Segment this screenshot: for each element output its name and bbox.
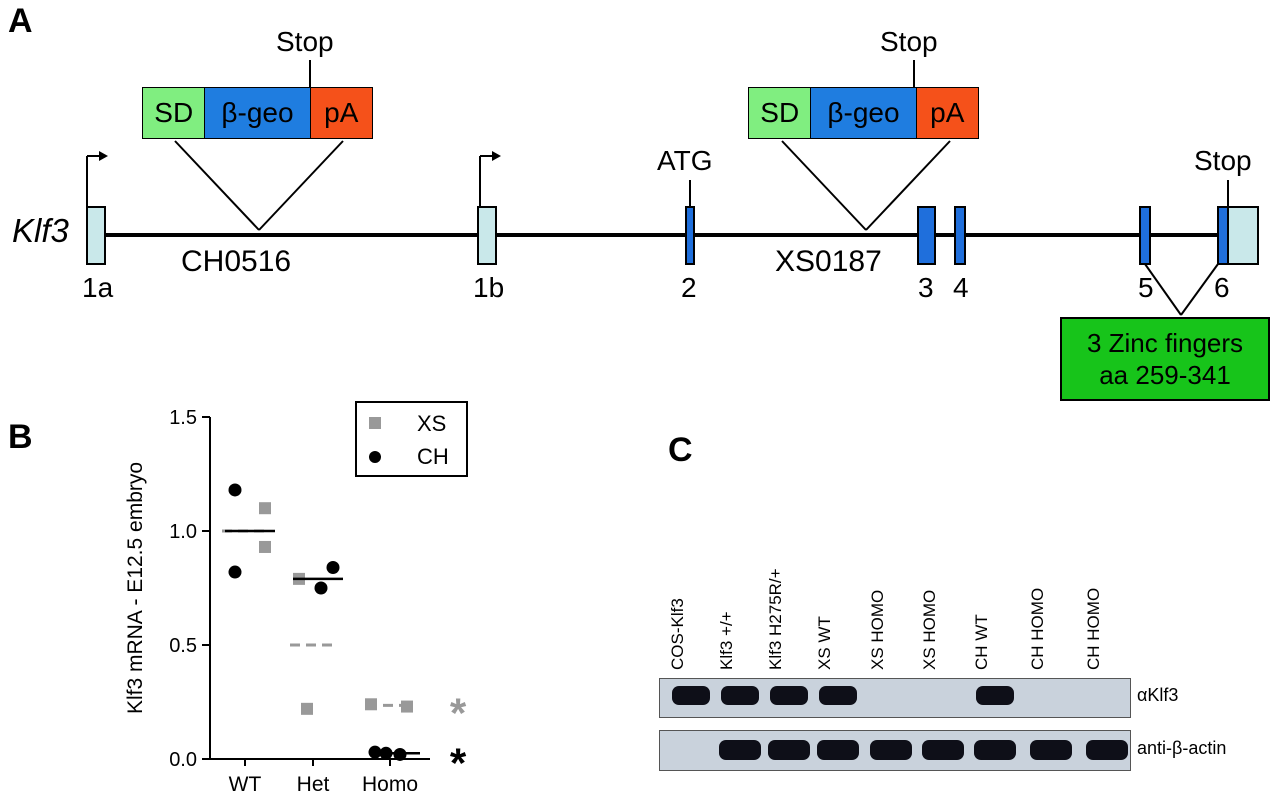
y-tick-label: 0.0 (169, 749, 197, 771)
panel-a-label: A (8, 2, 33, 40)
gene-trap-cassette-xs: SD β-geo pA (748, 87, 979, 139)
promoter-arrow-1a (86, 155, 100, 208)
exon-3 (917, 206, 936, 265)
klf3-band (819, 686, 857, 705)
y-tick-label: 1.5 (169, 407, 197, 429)
xs-data-point (259, 502, 271, 515)
gene-trap-cassette-ch: SD β-geo pA (142, 87, 373, 139)
actin-band (922, 740, 964, 760)
xs-data-point (365, 698, 377, 711)
legend-ch-label: CH (417, 444, 449, 469)
xs-significance-star: * (450, 689, 467, 736)
insertion-line (865, 140, 951, 231)
zinc-line (1144, 263, 1182, 316)
ch-data-point (228, 565, 242, 579)
sd-box: SD (749, 88, 812, 138)
exon-6-utr (1227, 206, 1259, 265)
y-axis-label: Klf3 mRNA - E12.5 embryo (124, 462, 147, 714)
beta-geo-box: β-geo (811, 88, 917, 138)
ch-data-point (326, 560, 340, 574)
exon-number: 1b (473, 272, 505, 303)
y-tick-label: 0.5 (169, 635, 197, 657)
actin-band (1086, 740, 1128, 760)
exon-number: 2 (681, 272, 697, 303)
zinc-finger-line1: 3 Zinc fingers (1086, 328, 1244, 358)
legend-circle-marker (369, 451, 381, 463)
exon-4 (954, 206, 966, 265)
actin-band (817, 740, 859, 760)
ch-data-point (368, 745, 382, 759)
zinc-line (1180, 263, 1219, 316)
exon-number: 4 (953, 272, 969, 303)
actin-antibody-label: anti-β-actin (1137, 738, 1227, 758)
actin-band (1030, 740, 1072, 760)
exon-number: 6 (1214, 272, 1230, 303)
xs-data-point (259, 540, 271, 553)
exon-5 (1139, 206, 1151, 265)
atg-label: ATG (657, 145, 713, 176)
lane-label: XS WT (815, 616, 834, 670)
mrna-scatter-chart: 0.0 0.5 1.0 1.5 WT Het Homo Klf3 mRNA - E12.5 e… (124, 407, 467, 796)
sd-box: SD (143, 88, 206, 138)
ch-data-point (314, 581, 328, 595)
insertion-line (781, 140, 867, 231)
panel-b-label: B (8, 418, 33, 456)
lane-label: COS-Klf3 (668, 598, 687, 670)
promoter-arrowhead-1a (99, 151, 108, 161)
ch-data-point (379, 746, 393, 760)
exon-number: 1a (82, 272, 114, 303)
pa-box: pA (310, 88, 372, 138)
insertion-label-ch0516: CH0516 (181, 245, 292, 278)
lane-label: XS HOMO (868, 589, 887, 670)
stop-label: Stop (880, 26, 938, 57)
ch-data-point (393, 747, 407, 761)
klf3-band (770, 686, 808, 705)
exon-number: 5 (1138, 272, 1154, 303)
klf3-band (721, 686, 759, 705)
klf3-antibody-label: αKlf3 (1137, 685, 1179, 705)
actin-band (974, 740, 1016, 760)
chart-legend: XS CH (355, 401, 468, 477)
ch-significance-star: * (450, 739, 467, 786)
actin-band (870, 740, 912, 760)
stop-label: Stop (276, 26, 334, 57)
stop-label-exon6: Stop (1194, 145, 1252, 176)
exon-2 (685, 206, 695, 265)
gene-name: Klf3 (12, 212, 69, 249)
exon-1a (86, 206, 106, 265)
legend-xs-label: XS (417, 411, 447, 436)
zinc-finger-line2: aa 259-341 (1099, 360, 1231, 390)
lane-label: CH HOMO (1028, 587, 1047, 670)
exon-number: 3 (918, 272, 934, 303)
exon-1b (477, 206, 497, 265)
x-tick-label: Het (297, 773, 330, 796)
lane-label: CH WT (972, 614, 991, 670)
zinc-finger-box: 3 Zinc fingers aa 259-341 (1060, 317, 1270, 401)
x-tick-label: Homo (362, 773, 418, 796)
pa-box: pA (916, 88, 978, 138)
promoter-arrow-1b (479, 155, 493, 208)
lane-label: CH HOMO (1084, 587, 1103, 670)
klf3-band (976, 686, 1014, 705)
beta-geo-box: β-geo (205, 88, 311, 138)
xs-data-point (401, 700, 413, 713)
actin-band (719, 740, 761, 760)
xs-data-point (301, 702, 313, 715)
exon-6-coding (1217, 206, 1229, 265)
insertion-label-xs0187: XS0187 (775, 245, 882, 278)
insertion-line (258, 140, 344, 231)
panel-c-label: C (668, 431, 693, 469)
actin-band (768, 740, 810, 760)
lane-label: Klf3 +/+ (717, 611, 736, 670)
promoter-arrowhead-1b (492, 151, 501, 161)
lane-label: XS HOMO (920, 589, 939, 670)
gene-structure-diagram (86, 60, 1259, 316)
lane-label: Klf3 H275R/+ (766, 568, 785, 670)
klf3-band (672, 686, 710, 705)
y-tick-label: 1.0 (169, 521, 197, 543)
legend-square-marker (369, 417, 381, 429)
x-tick-label: WT (229, 773, 262, 796)
insertion-line (174, 140, 260, 231)
ch-data-point (228, 483, 242, 497)
